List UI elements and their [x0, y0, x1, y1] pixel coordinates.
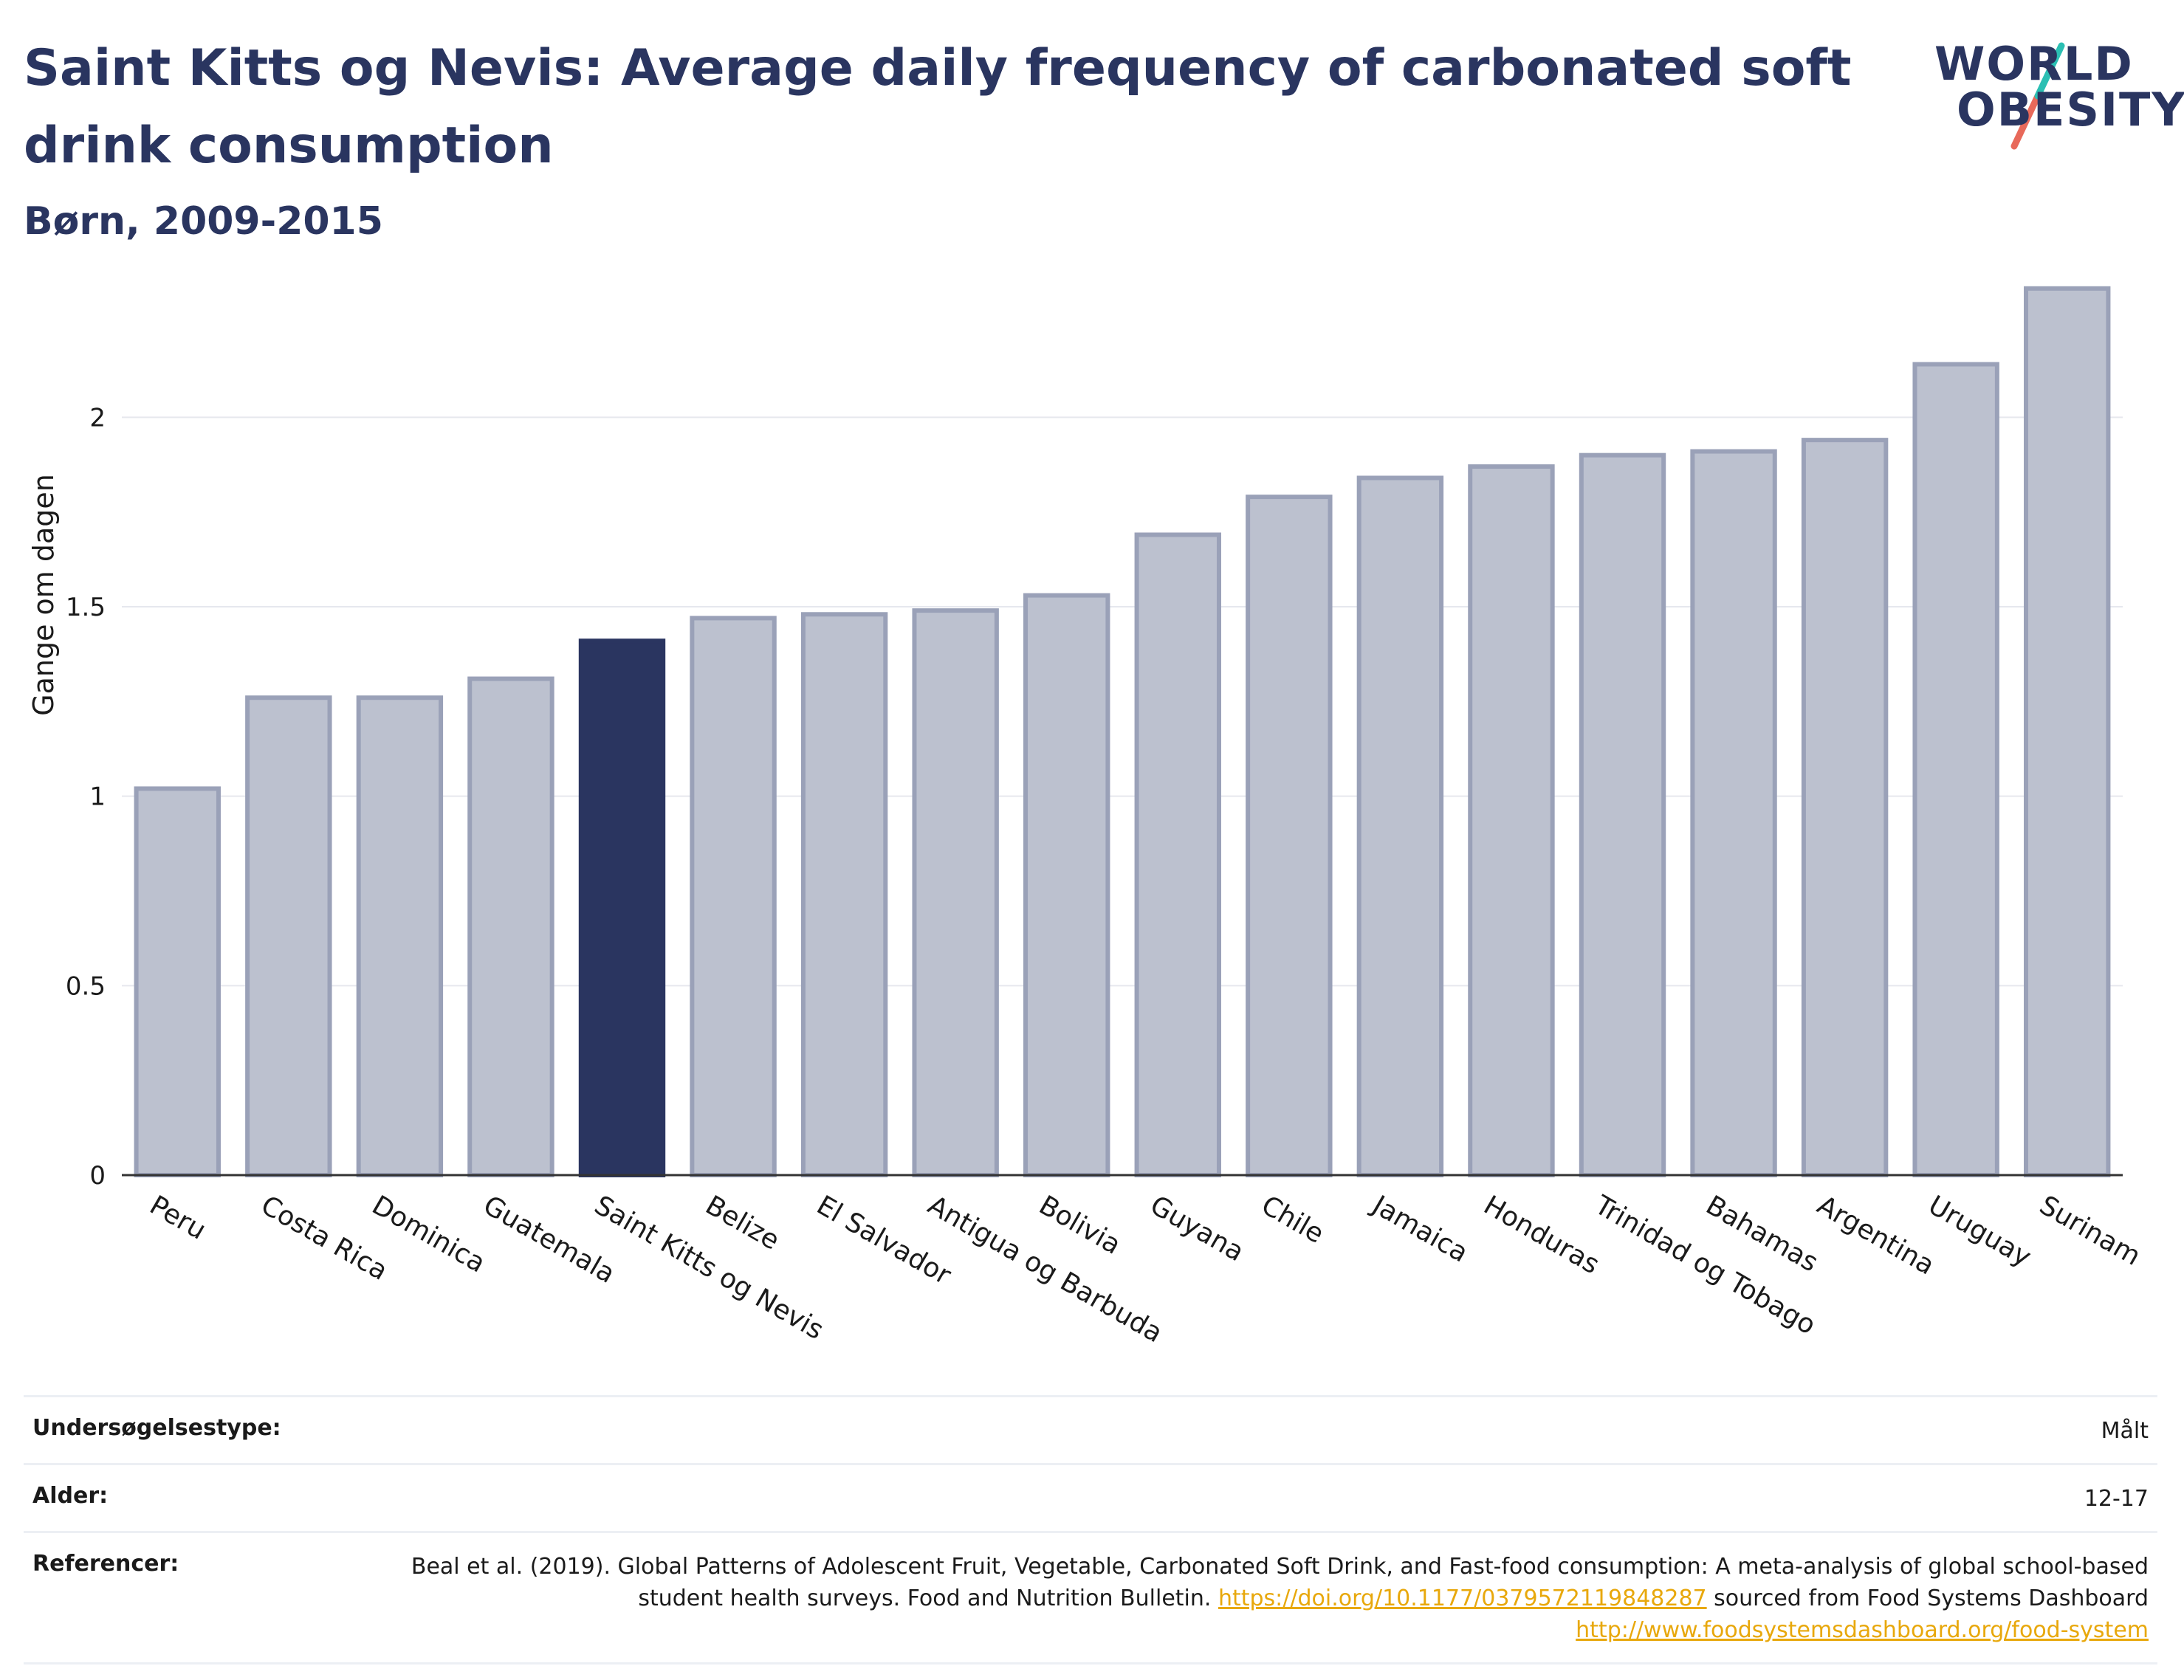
bar-trinidad-og-tobago: [1579, 452, 1666, 1177]
bar-dominica: [356, 695, 444, 1177]
bar-bolivia: [1023, 593, 1110, 1178]
bar-argentina: [1801, 438, 1889, 1177]
bar-uruguay: [1912, 362, 1999, 1177]
y-tick-label: 1.5: [66, 593, 106, 622]
x-tick-label: Belize: [701, 1190, 785, 1256]
x-tick-label: Surinam: [2034, 1190, 2146, 1272]
logo-slash-icon: [2010, 42, 2065, 150]
doi-link[interactable]: https://doi.org/10.1177/0379572119848287: [1218, 1586, 1707, 1611]
world-obesity-logo: WORLD OBESITY: [1920, 22, 2184, 155]
bar-belize: [690, 616, 777, 1177]
bar-bahamas: [1690, 449, 1777, 1178]
x-tick-label: Argentina: [1812, 1190, 1940, 1281]
chart-title: Saint Kitts og Nevis: Average daily freq…: [24, 39, 1852, 175]
logo-word-world: WORLD: [1934, 37, 2134, 91]
reference-text: Beal et al. (2019). Global Patterns of A…: [411, 1554, 2149, 1611]
y-tick-label: 0: [89, 1161, 106, 1191]
age-label: Alder:: [32, 1483, 109, 1509]
bar-surinam: [2024, 286, 2111, 1177]
bar-el-salvador: [800, 612, 888, 1177]
x-tick-label: Chile: [1256, 1190, 1329, 1250]
metadata-table: Undersøgelsestype: Målt Alder: 12-17 Ref…: [24, 1395, 2157, 1664]
references-label: Referencer:: [32, 1551, 179, 1577]
survey-type-label: Undersøgelsestype:: [32, 1415, 281, 1441]
bar-chart: 00.511.52 Peru Costa RicaDominicaGuatemal…: [27, 286, 2146, 1349]
x-tick-label: Peru: [145, 1190, 211, 1246]
bars: [134, 286, 2111, 1178]
age-row: Alder: 12-17: [24, 1463, 2157, 1531]
x-tick-label: Jamaica: [1366, 1189, 1473, 1268]
survey-type-value: Målt: [2101, 1418, 2149, 1444]
references-row: Referencer: Beal et al. (2019). Global P…: [24, 1531, 2157, 1664]
bar-jamaica: [1356, 475, 1444, 1177]
food-systems-dashboard-link[interactable]: http://www.foodsystemsdashboard.org/food…: [1576, 1617, 2149, 1643]
bar-guyana: [1134, 532, 1221, 1177]
bar-chile: [1246, 495, 1333, 1177]
survey-type-row: Undersøgelsestype: Målt: [24, 1395, 2157, 1463]
y-tick-label: 0.5: [66, 971, 106, 1001]
x-tick-label: Guyana: [1145, 1190, 1249, 1267]
x-tick-label: Bolivia: [1034, 1190, 1126, 1261]
y-axis-label: Gange om dagen: [27, 474, 60, 716]
x-tick-label: Uruguay: [1923, 1190, 2036, 1273]
bar-guatemala: [467, 676, 554, 1177]
y-tick-label: 1: [89, 782, 106, 812]
references-value: Beal et al. (2019). Global Patterns of A…: [377, 1551, 2149, 1646]
reference-source-text: sourced from Food Systems Dashboard: [1706, 1586, 2149, 1611]
age-value: 12-17: [2084, 1486, 2149, 1512]
bar-saint-kitts-og-nevis: [578, 638, 666, 1177]
bar-costa-rica: [245, 695, 332, 1177]
y-tick-label: 2: [89, 403, 106, 433]
grid-lines: [122, 416, 2123, 987]
y-tick-labels: 0 0.5 1 1.5 2: [66, 403, 106, 1191]
bar-antigua-og-barbuda: [912, 608, 999, 1177]
x-tick-label: Costa Rica: [255, 1190, 392, 1287]
x-tick-label: Honduras: [1478, 1190, 1604, 1280]
bar-peru: [134, 786, 221, 1177]
bar-honduras: [1468, 464, 1555, 1178]
logo-word-obesity: OBESITY: [1957, 83, 2184, 137]
chart-subtitle: Børn, 2009-2015: [24, 199, 383, 244]
